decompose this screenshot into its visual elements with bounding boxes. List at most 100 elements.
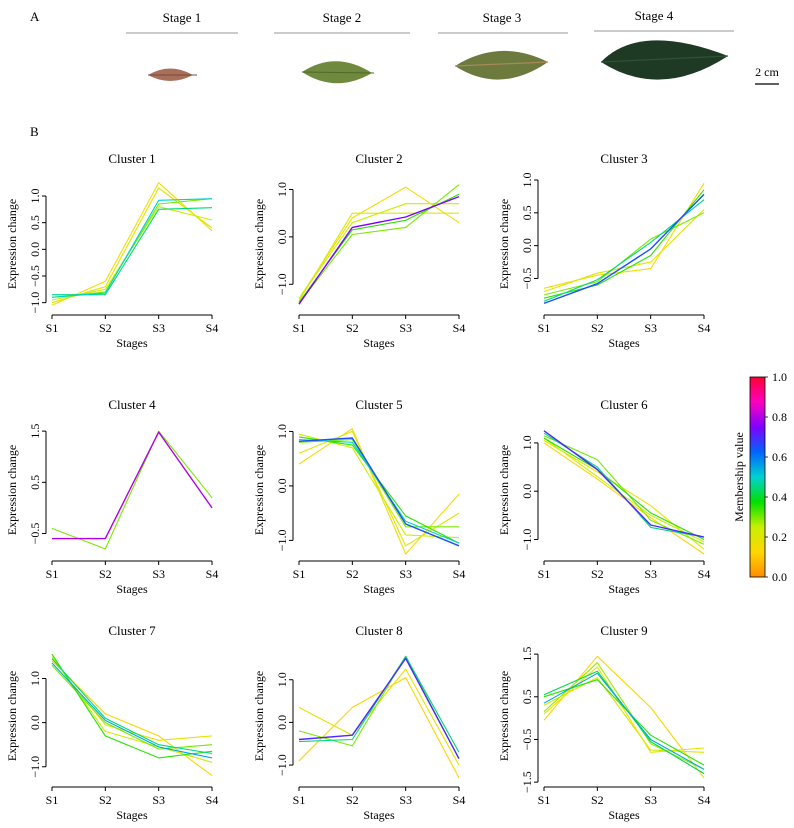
x-tick-label: S1 [46,321,59,335]
stage-2-label: Stage 2 [323,10,362,25]
x-axis-label: Stages [116,582,148,596]
y-axis-label: Expression change [497,199,511,289]
x-tick-label: S2 [346,793,359,807]
series-line [298,439,459,528]
series-line [298,212,459,302]
x-axis-label: Stages [363,582,395,596]
y-tick-label: 1.0 [28,189,42,204]
x-tick-label: S2 [591,567,604,581]
y-tick-label: 0.5 [520,205,534,220]
y-tick-label: −1.0 [28,292,42,314]
cluster-title: Cluster 6 [600,397,648,412]
y-axis-label: Expression change [5,199,19,289]
y-tick-label: 1.0 [275,672,289,687]
y-tick-label: 0.0 [520,238,534,253]
y-tick-label: −1.0 [275,754,289,776]
y-tick-label: 0.0 [275,715,289,730]
series-line [298,184,460,304]
series-line [298,668,460,766]
series-line [543,677,705,753]
y-tick-label: 1.0 [520,173,534,188]
x-axis-label: Stages [608,808,640,822]
x-tick-label: S4 [698,567,711,581]
x-tick-label: S2 [99,567,112,581]
cluster-title: Cluster 7 [108,623,156,638]
y-tick-label: −1.0 [275,273,289,295]
y-tick-label: 0.0 [275,478,289,493]
series-line [52,431,213,540]
stage-3-leaf [454,50,549,80]
cluster-title: Cluster 8 [355,623,402,638]
cluster-title: Cluster 5 [355,397,402,412]
colorbar-gradient [749,376,766,578]
series-line [543,209,705,293]
series-line [543,212,705,296]
stage-2-leaf [301,61,375,84]
series-line [298,437,460,547]
series-line [298,203,459,299]
series-line [543,672,705,770]
y-axis-label: Expression change [5,445,19,535]
series-line [543,437,705,543]
series-line [298,193,460,303]
series-line [51,658,213,741]
y-tick-label: −0.5 [520,268,534,290]
y-tick-label: −1.0 [28,756,42,778]
colorbar-tick-label: 0.8 [772,410,787,424]
y-tick-label: −0.5 [28,523,42,545]
series-line [51,660,213,777]
y-tick-label: −1.0 [520,529,534,551]
membership-colorbar: 0.0 0.2 0.4 0.6 0.8 1.0 Membership value [732,370,787,584]
x-tick-label: S4 [453,793,466,807]
y-axis-label: Expression change [252,671,266,761]
x-axis-label: Stages [116,808,148,822]
series-line [543,199,705,302]
series-line [298,433,460,539]
x-axis-label: Stages [116,336,148,350]
y-tick-label: 0.0 [520,484,534,499]
stage-1-leaf [148,68,197,81]
x-tick-label: S2 [346,567,359,581]
series-line [543,183,705,289]
colorbar-tick-label: 1.0 [772,370,787,384]
x-tick-label: S4 [453,567,466,581]
y-tick-label: 0.5 [520,689,534,704]
x-tick-label: S4 [206,793,219,807]
series-line [51,653,213,759]
x-tick-label: S2 [99,793,112,807]
y-tick-label: 0.0 [28,242,42,257]
cluster-title: Cluster 9 [600,623,647,638]
y-tick-label: −1.5 [520,771,534,793]
x-tick-label: S2 [346,321,359,335]
series-line [543,193,705,305]
x-tick-label: S3 [152,321,165,335]
x-tick-label: S1 [538,793,551,807]
cluster-plot: Cluster 6 −1.0 0.0 1.0 S1 S2 S3 S4 Stages Express… [497,397,710,596]
series-line [543,666,705,753]
x-axis-label: Stages [608,336,640,350]
series-line [51,187,213,304]
x-tick-label: S2 [591,321,604,335]
series-line [51,206,213,301]
x-tick-label: S1 [293,321,306,335]
x-tick-label: S1 [46,793,59,807]
cluster-plot: Cluster 5 −1.0 0.0 1.0 S1 S2 S3 S4 Stages Express… [252,397,465,596]
cluster-plot: Cluster 3 −0.5 0.0 0.5 1.0 S1 S2 S3 S4 Stages Expr… [497,151,710,350]
stage-4-label: Stage 4 [635,8,674,23]
cluster-plot: Cluster 9 −1.5 −0.5 0.5 1.5 S1 S2 S3 S4 Stages Exp… [497,623,710,822]
series-line [51,430,213,550]
y-axis-label: Expression change [497,671,511,761]
y-tick-label: 1.0 [275,182,289,197]
x-tick-label: S4 [206,567,219,581]
series-line [543,430,705,538]
y-tick-label: 0.0 [275,229,289,244]
series-line [298,655,460,759]
series-line [298,677,460,779]
stage-1-label: Stage 1 [163,10,202,25]
stage-3-label: Stage 3 [483,10,522,25]
x-tick-label: S2 [99,321,112,335]
series-line [51,182,213,306]
series-line [543,442,705,555]
series-line [51,662,213,759]
